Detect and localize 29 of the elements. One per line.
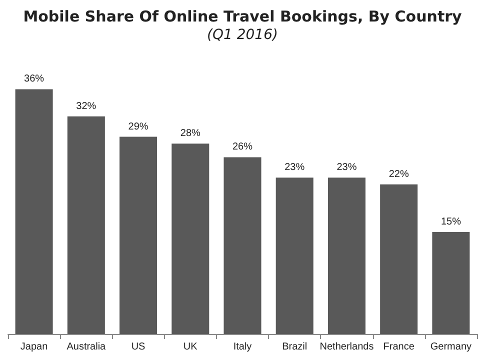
data-label: 23%	[336, 162, 357, 174]
data-label: 29%	[128, 121, 148, 132]
data-label: 28%	[180, 128, 201, 140]
x-tick-label: France	[383, 342, 415, 352]
x-tick-label: Netherlands	[320, 342, 374, 352]
data-label: 32%	[76, 100, 96, 112]
data-label: 23%	[284, 162, 305, 174]
data-label: 26%	[232, 142, 253, 153]
bar	[15, 89, 53, 334]
bar	[224, 157, 262, 334]
bar	[276, 178, 314, 334]
bar	[67, 116, 105, 334]
chart-subtitle: (Q1 2016)	[207, 27, 278, 43]
x-tick-label: Italy	[233, 342, 252, 352]
bar	[328, 178, 366, 334]
x-tick-label: Japan	[20, 342, 48, 352]
x-tick-label: US	[131, 342, 146, 352]
data-label: 15%	[440, 216, 462, 228]
x-tick-label: UK	[183, 342, 198, 352]
bar	[380, 184, 418, 334]
data-label: 22%	[388, 168, 409, 180]
bar	[432, 232, 470, 334]
chart-title: Mobile Share Of Online Travel Bookings, By Country	[23, 8, 462, 26]
x-tick-label: Germany	[430, 342, 472, 352]
x-tick-label: Australia	[66, 342, 106, 352]
x-tick-label: Brazil	[282, 342, 308, 352]
bar	[120, 136, 158, 334]
bar	[172, 144, 210, 334]
data-label: 36%	[24, 74, 44, 85]
